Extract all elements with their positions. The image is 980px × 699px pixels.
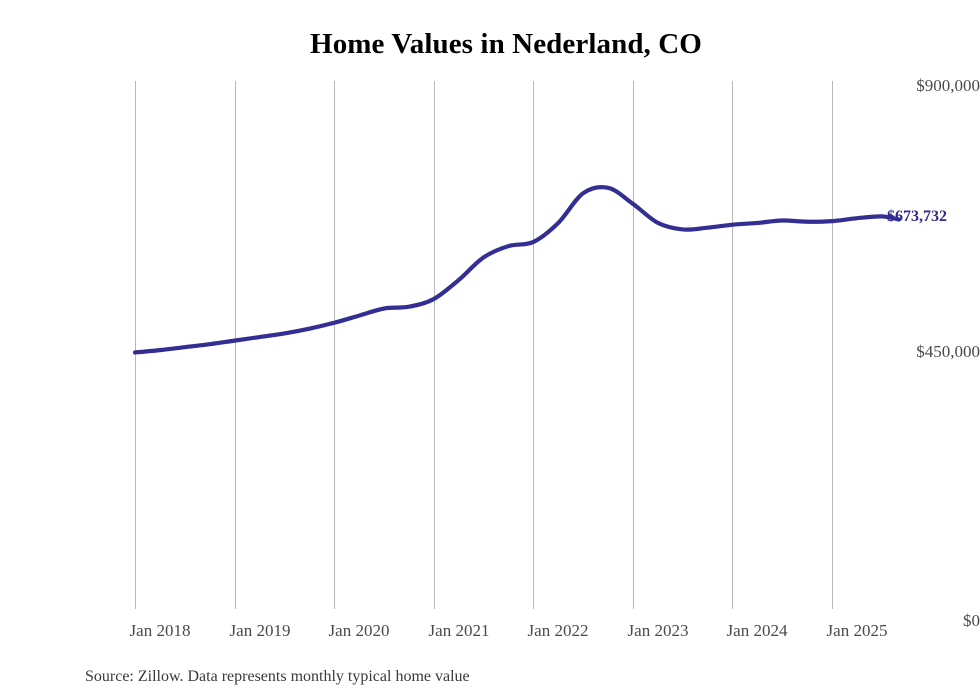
y-tick-label-450000: $450,000 — [916, 342, 980, 361]
gridline-jan-2024 — [732, 81, 733, 609]
end-value-label: $673,732 — [887, 208, 947, 225]
x-tick-label-jan-2024: Jan 2024 — [726, 621, 788, 640]
gridline-jan-2019 — [235, 81, 236, 609]
gridline-jan-2023 — [633, 81, 634, 609]
x-tick-label-jan-2020: Jan 2020 — [328, 621, 390, 640]
source-note: Source: Zillow. Data represents monthly … — [85, 668, 470, 685]
gridline-jan-2021 — [434, 81, 435, 609]
x-tick-label-jan-2018: Jan 2018 — [129, 621, 191, 640]
gridline-jan-2018 — [135, 81, 136, 609]
gridline-jan-2025 — [832, 81, 833, 609]
x-tick-label-jan-2022: Jan 2022 — [527, 621, 589, 640]
y-tick-label-0: $0 — [963, 611, 980, 630]
series-line-typical-home-value — [132, 185, 901, 355]
x-tick-label-jan-2025: Jan 2025 — [826, 621, 888, 640]
y-tick-label-900000: $900,000 — [916, 76, 980, 95]
x-tick-label-jan-2021: Jan 2021 — [428, 621, 490, 640]
gridline-jan-2022 — [533, 81, 534, 609]
x-tick-label-jan-2019: Jan 2019 — [229, 621, 291, 640]
chart-title: Home Values in Nederland, CO — [310, 28, 702, 60]
x-tick-label-jan-2023: Jan 2023 — [627, 621, 689, 640]
gridline-jan-2020 — [334, 81, 335, 609]
